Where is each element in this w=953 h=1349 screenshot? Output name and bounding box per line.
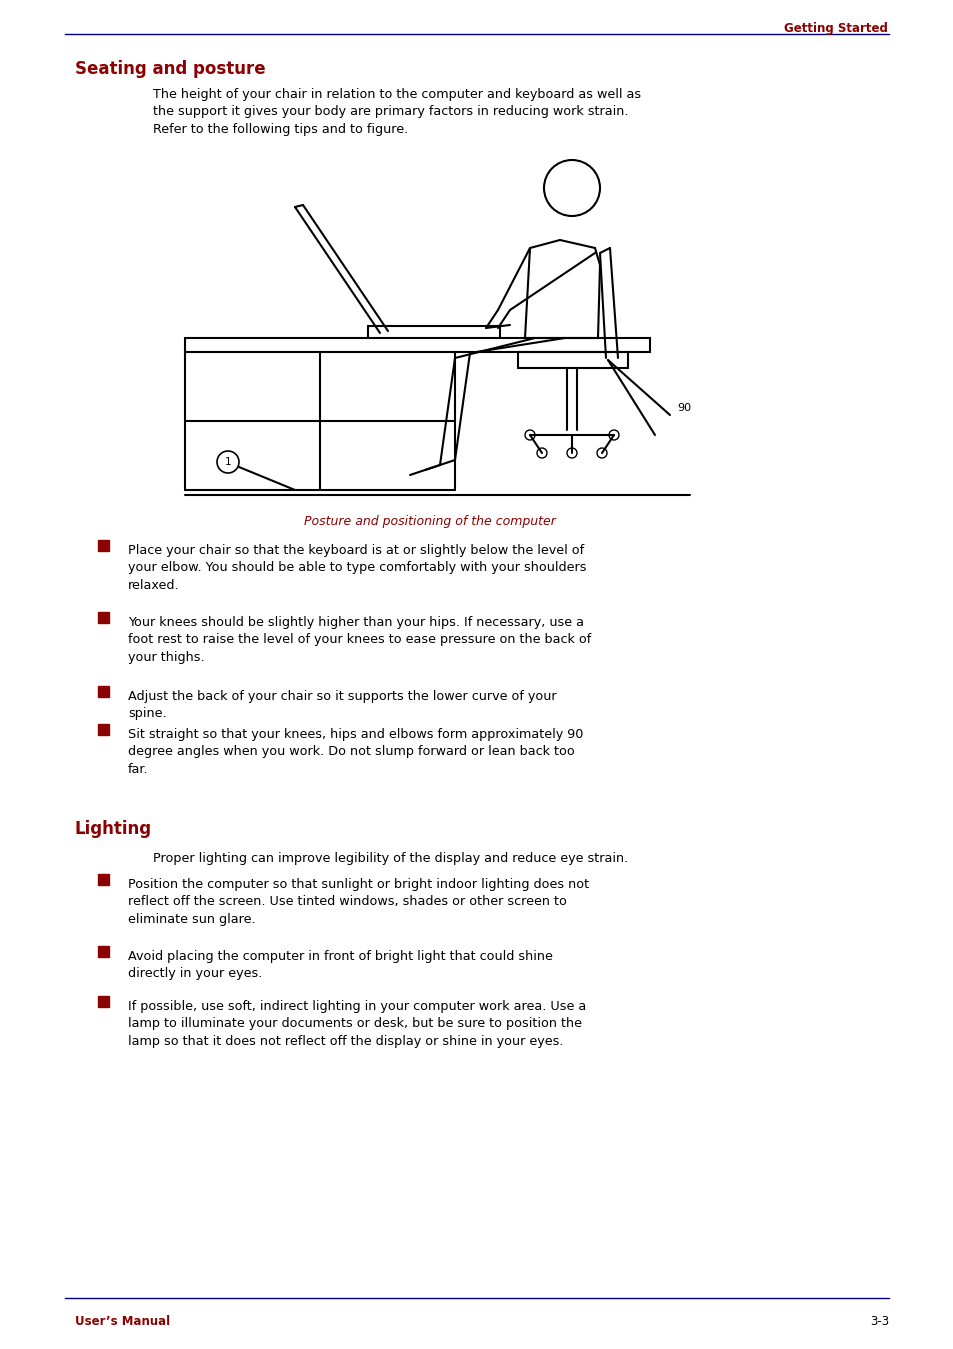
Text: Adjust the back of your chair so it supports the lower curve of your
spine.: Adjust the back of your chair so it supp…	[128, 689, 556, 720]
Text: 1: 1	[225, 457, 231, 467]
Bar	[185, 339, 649, 352]
Text: User’s Manual: User’s Manual	[75, 1315, 170, 1327]
Text: Lighting: Lighting	[75, 820, 152, 838]
Text: Proper lighting can improve legibility of the display and reduce eye strain.: Proper lighting can improve legibility o…	[152, 853, 628, 865]
Text: Place your chair so that the keyboard is at or slightly below the level of
your : Place your chair so that the keyboard is…	[128, 544, 586, 592]
Text: The height of your chair in relation to the computer and keyboard as well as
the: The height of your chair in relation to …	[152, 88, 640, 136]
Text: Seating and posture: Seating and posture	[75, 59, 265, 78]
Bar	[98, 996, 109, 1006]
Text: Avoid placing the computer in front of bright light that could shine
directly in: Avoid placing the computer in front of b…	[128, 950, 553, 981]
Text: 90: 90	[677, 403, 690, 413]
Text: Posture and positioning of the computer: Posture and positioning of the computer	[304, 515, 556, 527]
Bar	[98, 724, 109, 735]
Text: Getting Started: Getting Started	[783, 22, 887, 35]
Bar	[98, 540, 109, 550]
Text: Sit straight so that your knees, hips and elbows form approximately 90
degree an: Sit straight so that your knees, hips an…	[128, 728, 583, 776]
Bar	[98, 612, 109, 623]
Text: Position the computer so that sunlight or bright indoor lighting does not
reflec: Position the computer so that sunlight o…	[128, 878, 589, 925]
Bar	[98, 946, 109, 956]
Text: Your knees should be slightly higher than your hips. If necessary, use a
foot re: Your knees should be slightly higher tha…	[128, 616, 591, 664]
Text: If possible, use soft, indirect lighting in your computer work area. Use a
lamp : If possible, use soft, indirect lighting…	[128, 1000, 586, 1048]
Bar	[98, 687, 109, 697]
Text: 3-3: 3-3	[869, 1315, 888, 1327]
Bar	[98, 874, 109, 885]
